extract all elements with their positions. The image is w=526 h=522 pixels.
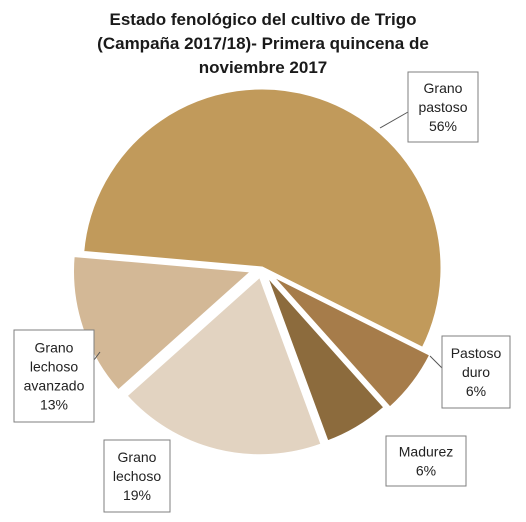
chart-title: Estado fenológico del cultivo de Trigo (…: [0, 8, 526, 80]
data-label-value: 19%: [123, 487, 151, 503]
data-label-category: Grano: [118, 449, 157, 465]
pie-slice-madurez: [263, 272, 388, 444]
pie-slice-grano-pastoso: [81, 86, 444, 351]
data-label-value: 56%: [429, 118, 457, 134]
data-label-grano-lechoso: Grano lechoso 19%: [103, 439, 171, 513]
data-label-box: [13, 329, 95, 423]
data-label-grano-pastoso: Grano pastoso 56%: [407, 71, 479, 143]
data-label-category: Pastoso: [451, 345, 502, 361]
data-label-category: duro: [462, 364, 490, 380]
pie-slice-grano-lechoso-avanzado: [71, 253, 257, 394]
data-label-box: [441, 335, 511, 409]
chart-title-line-3: noviembre 2017: [198, 58, 328, 77]
data-label-value: 6%: [416, 463, 436, 479]
leader-line-pastoso-duro: [429, 355, 443, 369]
data-label-value: 6%: [466, 383, 486, 399]
data-label-category: pastoso: [418, 99, 467, 115]
data-label-category: Grano: [35, 340, 74, 356]
data-label-madurez: Madurez 6%: [385, 435, 467, 487]
data-label-category: Grano: [424, 80, 463, 96]
data-label-box: [103, 439, 171, 513]
data-label-category: avanzado: [24, 378, 85, 394]
data-label-category: lechoso: [30, 359, 78, 375]
data-label-pastoso-duro: Pastoso duro 6%: [441, 335, 511, 409]
data-label-value: 13%: [40, 397, 68, 413]
data-label-box: [407, 71, 479, 143]
pie-slice-pastoso-duro: [268, 272, 433, 411]
pie-slice-grano-lechoso: [123, 273, 325, 458]
data-label-category: Madurez: [399, 444, 453, 460]
chart-title-line-1: Estado fenológico del cultivo de Trigo: [109, 10, 417, 29]
data-label-box: [385, 435, 467, 487]
data-label-category: lechoso: [113, 468, 161, 484]
data-label-grano-lechoso-avanzado: Grano lechoso avanzado 13%: [13, 329, 95, 423]
leader-line-grano-pastoso: [379, 111, 409, 129]
leader-line-grano-lechoso-avanzado: [93, 351, 101, 361]
chart-title-line-2: (Campaña 2017/18)- Primera quincena de: [97, 34, 429, 53]
